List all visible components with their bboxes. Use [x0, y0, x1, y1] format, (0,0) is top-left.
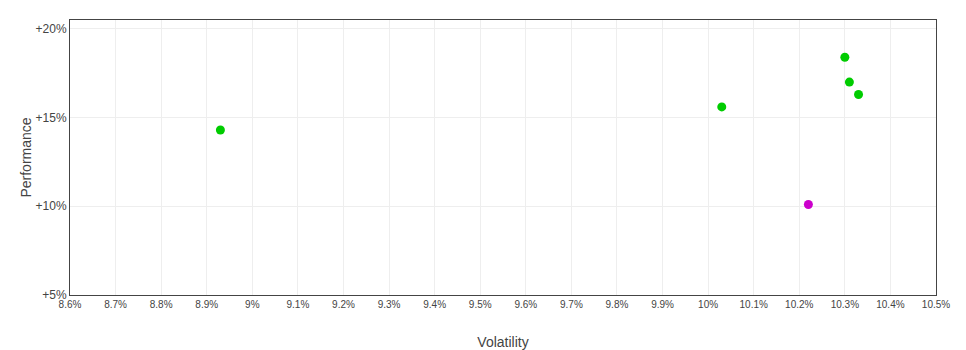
svg-text:9.9%: 9.9%	[651, 299, 674, 310]
svg-text:Performance: Performance	[18, 117, 34, 197]
svg-text:+15%: +15%	[36, 111, 67, 125]
svg-text:9.7%: 9.7%	[560, 299, 583, 310]
svg-text:9.4%: 9.4%	[423, 299, 446, 310]
svg-text:8.8%: 8.8%	[150, 299, 173, 310]
svg-text:9.1%: 9.1%	[286, 299, 309, 310]
svg-text:9%: 9%	[245, 299, 260, 310]
svg-text:9.3%: 9.3%	[378, 299, 401, 310]
svg-text:8.9%: 8.9%	[195, 299, 218, 310]
svg-text:9.8%: 9.8%	[606, 299, 629, 310]
svg-text:10.4%: 10.4%	[876, 299, 904, 310]
svg-text:+10%: +10%	[36, 199, 67, 213]
svg-text:10.2%: 10.2%	[785, 299, 813, 310]
svg-text:10%: 10%	[698, 299, 718, 310]
svg-text:10.5%: 10.5%	[922, 299, 950, 310]
svg-text:+5%: +5%	[42, 288, 67, 302]
svg-text:+20%: +20%	[36, 22, 67, 36]
svg-text:8.6%: 8.6%	[59, 299, 82, 310]
svg-text:10.1%: 10.1%	[740, 299, 768, 310]
svg-text:Volatility: Volatility	[477, 334, 528, 350]
svg-text:8.7%: 8.7%	[104, 299, 127, 310]
svg-text:9.5%: 9.5%	[469, 299, 492, 310]
svg-text:9.2%: 9.2%	[332, 299, 355, 310]
svg-text:10.3%: 10.3%	[831, 299, 859, 310]
svg-text:9.6%: 9.6%	[514, 299, 537, 310]
